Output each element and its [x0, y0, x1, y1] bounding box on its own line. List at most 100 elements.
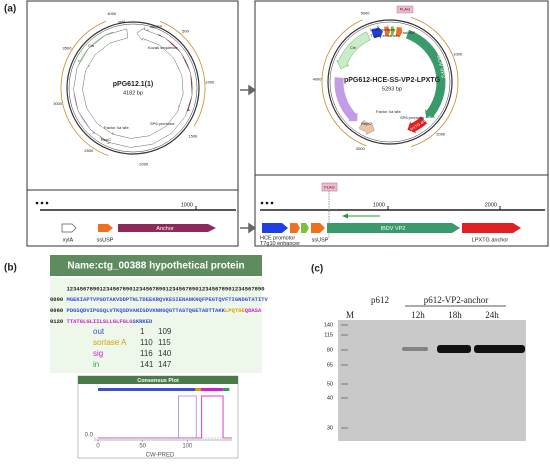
title-bar: [50, 255, 262, 276]
marker-label: 65: [327, 362, 333, 368]
feature: [462, 223, 521, 233]
orf-arc: [159, 20, 206, 127]
orf-arc: [410, 16, 459, 148]
lane-label: 18h: [448, 310, 462, 320]
plasmid-name: pPG612.1(1): [113, 81, 153, 88]
protein-title: Name:ctg_00388 hypothetical protein: [67, 261, 244, 272]
consensus-plot: 0.00 50 100: [85, 388, 232, 450]
tick-label: 5000: [361, 10, 371, 15]
x-tick-label: 50: [139, 444, 146, 450]
feature-label: HCE promotor: [370, 27, 396, 32]
group-label: p612-VP2-anchor: [424, 295, 489, 305]
y-tick-label: 0.0: [85, 433, 94, 439]
backbone: [327, 19, 453, 145]
tick-label: 500: [182, 29, 189, 34]
tick-label: 1500: [188, 134, 198, 139]
orf-arc: [60, 20, 109, 157]
backbone: [329, 21, 451, 143]
legend-end: 115: [158, 338, 171, 347]
feature: [262, 223, 288, 233]
flag-box: [396, 5, 414, 14]
feature-label: xylA: [118, 19, 126, 24]
tick-label: 2000: [436, 132, 446, 137]
plasmid-size: 5293 bp: [382, 86, 402, 92]
legend-end: 147: [158, 360, 172, 369]
frame: [254, 0, 549, 247]
sequence-line: 0000 MGEKIAPTVPGDTAKVDDPTNLTDEEKRQVKESIE…: [50, 296, 269, 303]
feature: [405, 29, 446, 119]
topology-bar: [200, 388, 224, 391]
blot: [338, 320, 526, 441]
feature-label: LPXTG anchor: [472, 237, 509, 243]
band: [437, 345, 471, 353]
feature-label: T7g10 enhancer: [260, 241, 300, 247]
band: [402, 347, 428, 351]
feature: [334, 77, 358, 122]
feature-label: Anchor: [156, 226, 174, 232]
feature-label: HCE promotor: [260, 235, 295, 241]
ruler: 1234567890123456789012345678901234567890…: [67, 285, 265, 292]
feature: [290, 223, 300, 233]
feature: [384, 24, 390, 38]
lane-label: 24h: [485, 310, 499, 320]
feature-label: Factor Xa site: [376, 109, 401, 114]
sequence-segment: PDGSQDVIPGSQLVTKQSDVANIGDVKNNGQGTTASTQGE…: [67, 307, 226, 314]
feature: [98, 224, 113, 232]
topology-bar: [98, 388, 196, 391]
band: [474, 345, 525, 353]
ellipsis: [260, 201, 274, 205]
arrows: [240, 84, 257, 234]
feature-label: SP6 promotor: [150, 121, 175, 126]
x-tick-label: 100: [182, 444, 193, 450]
feature-label: IBDV VP2: [381, 226, 406, 232]
tick-label: 4000: [313, 77, 323, 82]
tick-label: 1000: [453, 52, 463, 57]
sequence-segment: MGEKIAPTVPGDTAKVDDPTNLTDEEKRQVKESIENANKN…: [67, 296, 269, 303]
feature-label: Cm: [350, 45, 357, 50]
feature-label: T7g10 enhancer: [370, 33, 400, 38]
legend-name: sig: [93, 349, 103, 358]
feature: [336, 31, 371, 70]
orf-arc: [321, 19, 367, 147]
primer: [342, 213, 348, 219]
sequence-index: 0000: [50, 296, 63, 303]
feature-label: Factor Xa site: [104, 125, 129, 130]
plasmid-maps: 500 1000 1500 2000 2500 3000 3500 4000 1000 2000 3…: [53, 10, 463, 166]
tick-label: 3000: [356, 146, 366, 151]
topology-legend: out 1 109 sortase A 110 115 sig 116 140 in 141 147: [93, 327, 172, 369]
tick-label: 2000: [485, 202, 497, 208]
feature-label: Kozak sequence: [148, 45, 178, 50]
group-label: p612: [371, 295, 389, 305]
backbone: [66, 21, 200, 155]
feature-label: RepC: [361, 121, 371, 126]
feature-label: ssUSP: [150, 24, 163, 29]
panel-label: (a): [4, 4, 16, 15]
sequence-segment: SKRKED: [133, 318, 154, 325]
feature: [390, 24, 395, 38]
backbone: [68, 23, 198, 153]
x-axis-label: CW-PRED: [146, 453, 175, 459]
tick-label: 1000: [205, 80, 215, 85]
tick-label: 2500: [84, 148, 94, 153]
sequence-index: 0060: [50, 307, 63, 314]
feature-label: ssUSP: [403, 30, 416, 35]
legend-end: 109: [158, 327, 172, 336]
lane-label: M: [346, 310, 354, 320]
panel-label: (b): [4, 263, 17, 274]
ellipsis: [35, 201, 49, 205]
marker-label: 115: [324, 332, 333, 338]
feature-label: FLAG: [400, 7, 410, 12]
feature: [118, 224, 216, 232]
sequence-line: 0120 TTATGLGLIILSLLGLFGLGSKRKED: [50, 318, 153, 325]
frame: [26, 0, 239, 247]
marker-label: 140: [324, 322, 333, 328]
topology-bar: [195, 388, 201, 391]
marker-label: 80: [327, 347, 333, 353]
sequence-line: 0060 PDGSQDVIPGSQLVTKQSDVANIGDVKNNGQGTTA…: [50, 307, 262, 314]
feature-label: FLAG: [324, 185, 334, 190]
plasmid-size: 4182 bp: [123, 90, 143, 96]
sequence-segment: QDASA: [245, 307, 262, 314]
feature: [311, 223, 325, 233]
tick-label: 4000: [107, 11, 117, 16]
marker-label: 50: [327, 381, 333, 387]
